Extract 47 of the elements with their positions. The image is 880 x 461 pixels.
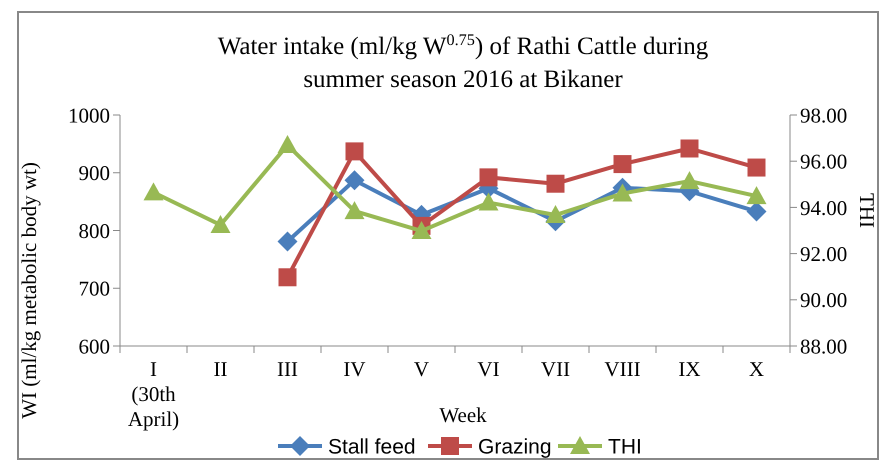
y-tick-label: 600 [78,334,110,358]
y-tick-label: 900 [78,161,110,186]
point [546,174,564,193]
point [478,192,498,211]
x-tick-label: VI [477,357,500,381]
x-tick-label: VIII [604,357,641,381]
point [278,135,298,154]
x-tick-label: V [414,357,430,381]
point [614,155,632,174]
y-tick-label: 800 [78,218,110,243]
y2-tick-label: 94.00 [800,196,848,220]
legend-label: Grazing [478,435,552,458]
point [748,158,766,177]
chart-title: Water intake (ml/kg W$^{0.75}$) of Rathi Cattle during summer season 2016 at Bikaner [218,31,709,93]
point [612,184,632,202]
y2-tick-label: 98.00 [800,103,848,128]
y2-tick-label: 92.00 [800,242,848,266]
point [680,171,700,190]
point [210,214,230,233]
x-tick-label: X [748,357,764,381]
x-tick-label: IX [678,357,701,381]
point [344,170,364,190]
point [412,220,432,239]
x-tick-label: I (30th April) [128,357,180,431]
legend-label: THI [608,435,642,458]
point [480,168,498,186]
y2-tick-label: 88.00 [800,334,848,358]
legend-label: Stall feed [328,435,416,458]
y2-tick-label: 90.00 [800,288,848,312]
y-axis-title: WI (ml/kg metabolic body wt) [17,162,41,419]
point [680,139,698,158]
x-tick-label: III [277,357,298,381]
point [344,201,364,220]
point [746,186,766,204]
point [546,205,566,224]
x-tick-label: II [214,357,228,381]
point [278,231,298,252]
x-tick-label: VII [540,357,570,381]
y-tick-label: 700 [78,276,110,301]
x-tick-label: IV [343,357,366,381]
y2-tick-label: 96.00 [800,150,848,174]
y2-axis-title: THI [855,193,879,228]
x-axis-title: Week [439,403,488,427]
point [278,268,296,286]
y-tick-label: 1000 [68,103,110,128]
point [144,182,164,200]
point [346,142,364,160]
